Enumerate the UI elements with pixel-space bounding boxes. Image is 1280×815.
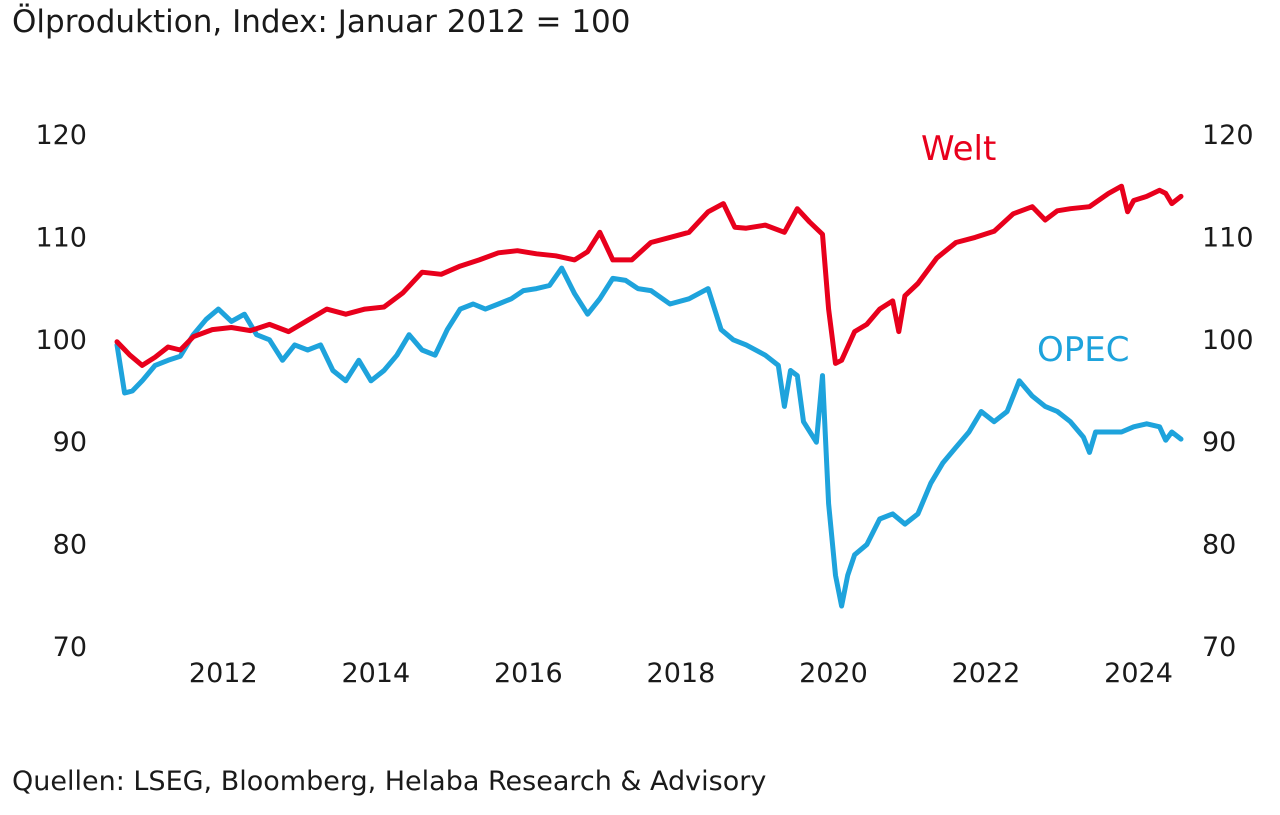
series-line-opec bbox=[114, 265, 1184, 609]
y-tick-label-right: 100 bbox=[1202, 325, 1254, 356]
x-tick-label: 2024 bbox=[1104, 658, 1173, 689]
x-tick-label: 2016 bbox=[494, 658, 563, 689]
series-label-welt: Welt bbox=[921, 129, 996, 169]
y-tick-label-right: 120 bbox=[1202, 120, 1254, 151]
y-tick-label-left: 120 bbox=[35, 120, 87, 151]
series-line-welt bbox=[114, 183, 1184, 368]
y-tick-label-right: 70 bbox=[1202, 632, 1236, 663]
y-tick-label-right: 110 bbox=[1202, 222, 1254, 253]
y-tick-label-left: 90 bbox=[53, 427, 87, 458]
x-tick-label: 2022 bbox=[952, 658, 1021, 689]
x-axis: 2012 2014 2016 2018 2020 2022 2024 bbox=[189, 658, 1173, 689]
series-lines bbox=[114, 183, 1184, 609]
series-label-opec: OPEC bbox=[1037, 330, 1130, 370]
y-tick-label-left: 100 bbox=[35, 325, 87, 356]
y-tick-label-left: 80 bbox=[53, 530, 87, 561]
x-tick-label: 2020 bbox=[799, 658, 868, 689]
x-tick-label: 2014 bbox=[341, 658, 410, 689]
y-axis-left: 70 80 90 100 110 120 bbox=[35, 120, 87, 663]
source-note: Quellen: LSEG, Bloomberg, Helaba Researc… bbox=[12, 766, 767, 797]
x-tick-label: 2018 bbox=[647, 658, 716, 689]
chart-title: Ölproduktion, Index: Januar 2012 = 100 bbox=[12, 4, 631, 40]
y-tick-label-right: 80 bbox=[1202, 530, 1236, 561]
y-axis-right: 70 80 90 100 110 120 bbox=[1202, 120, 1254, 663]
x-tick-label: 2012 bbox=[189, 658, 258, 689]
y-tick-label-right: 90 bbox=[1202, 427, 1236, 458]
y-tick-label-left: 70 bbox=[53, 632, 87, 663]
y-tick-label-left: 110 bbox=[35, 222, 87, 253]
